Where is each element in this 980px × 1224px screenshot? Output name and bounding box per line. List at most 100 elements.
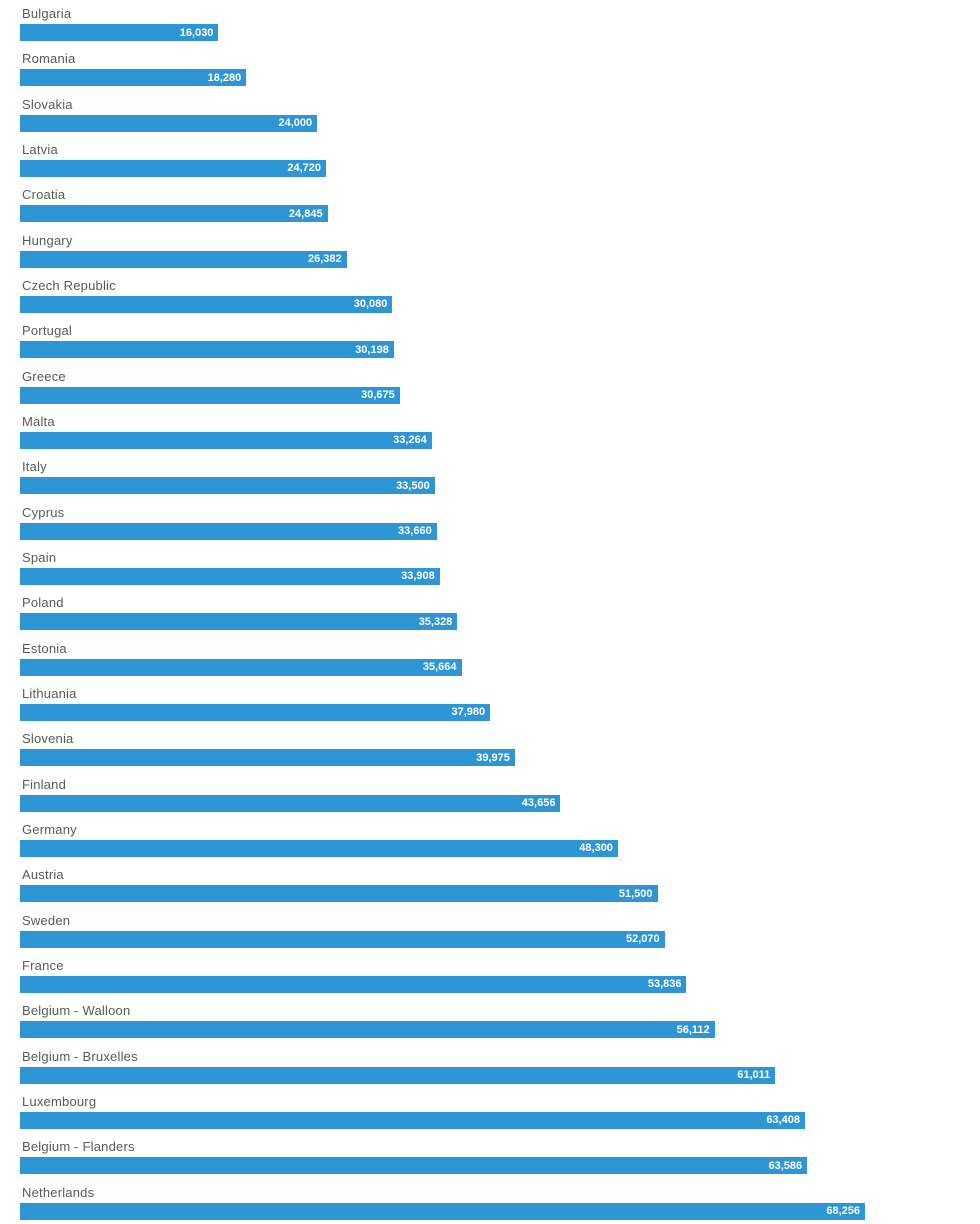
bar-row: Greece 30,675 xyxy=(20,364,980,409)
bar-track: 16,030 xyxy=(20,24,865,41)
bar-row: Hungary 26,382 xyxy=(20,228,980,273)
bar[interactable]: 35,328 xyxy=(20,613,458,631)
value-label: 63,408 xyxy=(766,1114,800,1127)
bar[interactable]: 24,845 xyxy=(20,205,328,223)
bar[interactable]: 26,382 xyxy=(20,250,347,268)
bar-track: 48,300 xyxy=(20,839,865,857)
category-label: Germany xyxy=(22,821,77,837)
bar-row: Romania 18,280 xyxy=(20,46,980,91)
bar[interactable]: 33,264 xyxy=(20,431,432,449)
bar[interactable]: 16,030 xyxy=(20,24,219,41)
bar[interactable]: 63,408 xyxy=(20,1111,805,1129)
bar-track: 35,664 xyxy=(20,658,865,676)
category-label: Estonia xyxy=(22,640,67,656)
bar-track: 43,656 xyxy=(20,794,865,812)
bar-row: Lithuania 37,980 xyxy=(20,681,980,726)
bar-row: Italy 33,500 xyxy=(20,454,980,499)
bar-track: 68,256 xyxy=(20,1202,865,1220)
bar[interactable]: 52,070 xyxy=(20,930,665,948)
category-label: Cyprus xyxy=(22,504,65,520)
category-label: Romania xyxy=(22,51,76,67)
bar-track: 24,845 xyxy=(20,205,865,223)
bar[interactable]: 68,256 xyxy=(20,1202,865,1220)
bar[interactable]: 33,660 xyxy=(20,522,437,540)
bar[interactable]: 39,975 xyxy=(20,749,515,767)
value-label: 68,256 xyxy=(826,1205,860,1218)
value-label: 37,980 xyxy=(451,706,486,719)
value-label: 56,112 xyxy=(676,1023,710,1036)
category-label: Croatia xyxy=(22,187,66,203)
category-label: Hungary xyxy=(22,232,73,248)
bar-row: Bulgaria 16,030 xyxy=(20,1,980,46)
bar-track: 30,198 xyxy=(20,341,865,359)
category-label: Italy xyxy=(22,459,47,475)
bar-track: 33,908 xyxy=(20,567,865,585)
value-label: 52,070 xyxy=(625,933,660,946)
bar[interactable]: 61,011 xyxy=(20,1066,776,1084)
bar-row: Estonia 35,664 xyxy=(20,636,980,681)
value-label: 43,656 xyxy=(521,797,556,810)
bar[interactable]: 30,080 xyxy=(20,295,393,313)
category-label: Austria xyxy=(22,867,64,883)
bar[interactable]: 24,000 xyxy=(20,114,318,132)
value-label: 61,011 xyxy=(737,1069,771,1082)
bar[interactable]: 48,300 xyxy=(20,839,618,857)
bar-track: 33,264 xyxy=(20,431,865,449)
bar-row: Sweden 52,070 xyxy=(20,908,980,953)
category-label: Czech Republic xyxy=(22,277,116,293)
category-label: Slovenia xyxy=(22,731,74,747)
value-label: 51,500 xyxy=(618,887,653,900)
bar[interactable]: 43,656 xyxy=(20,794,561,812)
bar-row: Finland 43,656 xyxy=(20,772,980,817)
bar-track: 35,328 xyxy=(20,613,865,631)
category-label: Belgium - Walloon xyxy=(22,1003,131,1019)
bar-track: 61,011 xyxy=(20,1066,865,1084)
value-label: 33,264 xyxy=(393,434,427,447)
bar-track: 56,112 xyxy=(20,1021,865,1039)
bar-row: Czech Republic 30,080 xyxy=(20,273,980,318)
category-label: Spain xyxy=(22,549,57,565)
bar-track: 33,500 xyxy=(20,477,865,495)
category-label: Portugal xyxy=(22,323,73,339)
bar-track: 24,720 xyxy=(20,159,865,177)
bar[interactable]: 18,280 xyxy=(20,69,247,87)
bar-track: 52,070 xyxy=(20,930,865,948)
bar[interactable]: 56,112 xyxy=(20,1021,715,1039)
bar-row: Poland 35,328 xyxy=(20,590,980,635)
bar[interactable]: 53,836 xyxy=(20,975,687,993)
bar-track: 30,675 xyxy=(20,386,865,404)
category-label: Greece xyxy=(22,368,66,384)
bar-track: 24,000 xyxy=(20,114,865,132)
value-label: 18,280 xyxy=(207,71,242,84)
category-label: Luxembourg xyxy=(22,1093,97,1109)
bar-track: 51,500 xyxy=(20,885,865,903)
bar-track: 37,980 xyxy=(20,703,865,721)
value-label: 33,660 xyxy=(398,525,432,538)
bar[interactable]: 35,664 xyxy=(20,658,462,676)
bar-row: Austria 51,500 xyxy=(20,862,980,907)
bar-track: 26,382 xyxy=(20,250,865,268)
category-label: Bulgaria xyxy=(22,6,72,21)
bar[interactable]: 24,720 xyxy=(20,159,327,177)
bar[interactable]: 33,500 xyxy=(20,477,435,495)
bar-track: 63,586 xyxy=(20,1157,865,1175)
bar[interactable]: 63,586 xyxy=(20,1157,808,1175)
bar[interactable]: 33,908 xyxy=(20,567,440,585)
category-label: Belgium - Flanders xyxy=(22,1139,135,1155)
category-label: France xyxy=(22,957,64,973)
category-label: Latvia xyxy=(22,141,58,157)
bar[interactable]: 37,980 xyxy=(20,703,491,721)
bar[interactable]: 30,198 xyxy=(20,341,394,359)
category-label: Netherlands xyxy=(22,1184,95,1200)
value-label: 24,845 xyxy=(288,207,323,220)
bar-row: Slovakia 24,000 xyxy=(20,92,980,137)
value-label: 48,300 xyxy=(579,842,613,855)
bar[interactable]: 30,675 xyxy=(20,386,400,404)
bar-track: 30,080 xyxy=(20,295,865,313)
category-label: Sweden xyxy=(22,912,71,928)
category-label: Slovakia xyxy=(22,96,73,112)
bar[interactable]: 51,500 xyxy=(20,885,658,903)
bar-track: 63,408 xyxy=(20,1111,865,1129)
bar-row: Spain 33,908 xyxy=(20,545,980,590)
value-label: 39,975 xyxy=(476,751,510,764)
